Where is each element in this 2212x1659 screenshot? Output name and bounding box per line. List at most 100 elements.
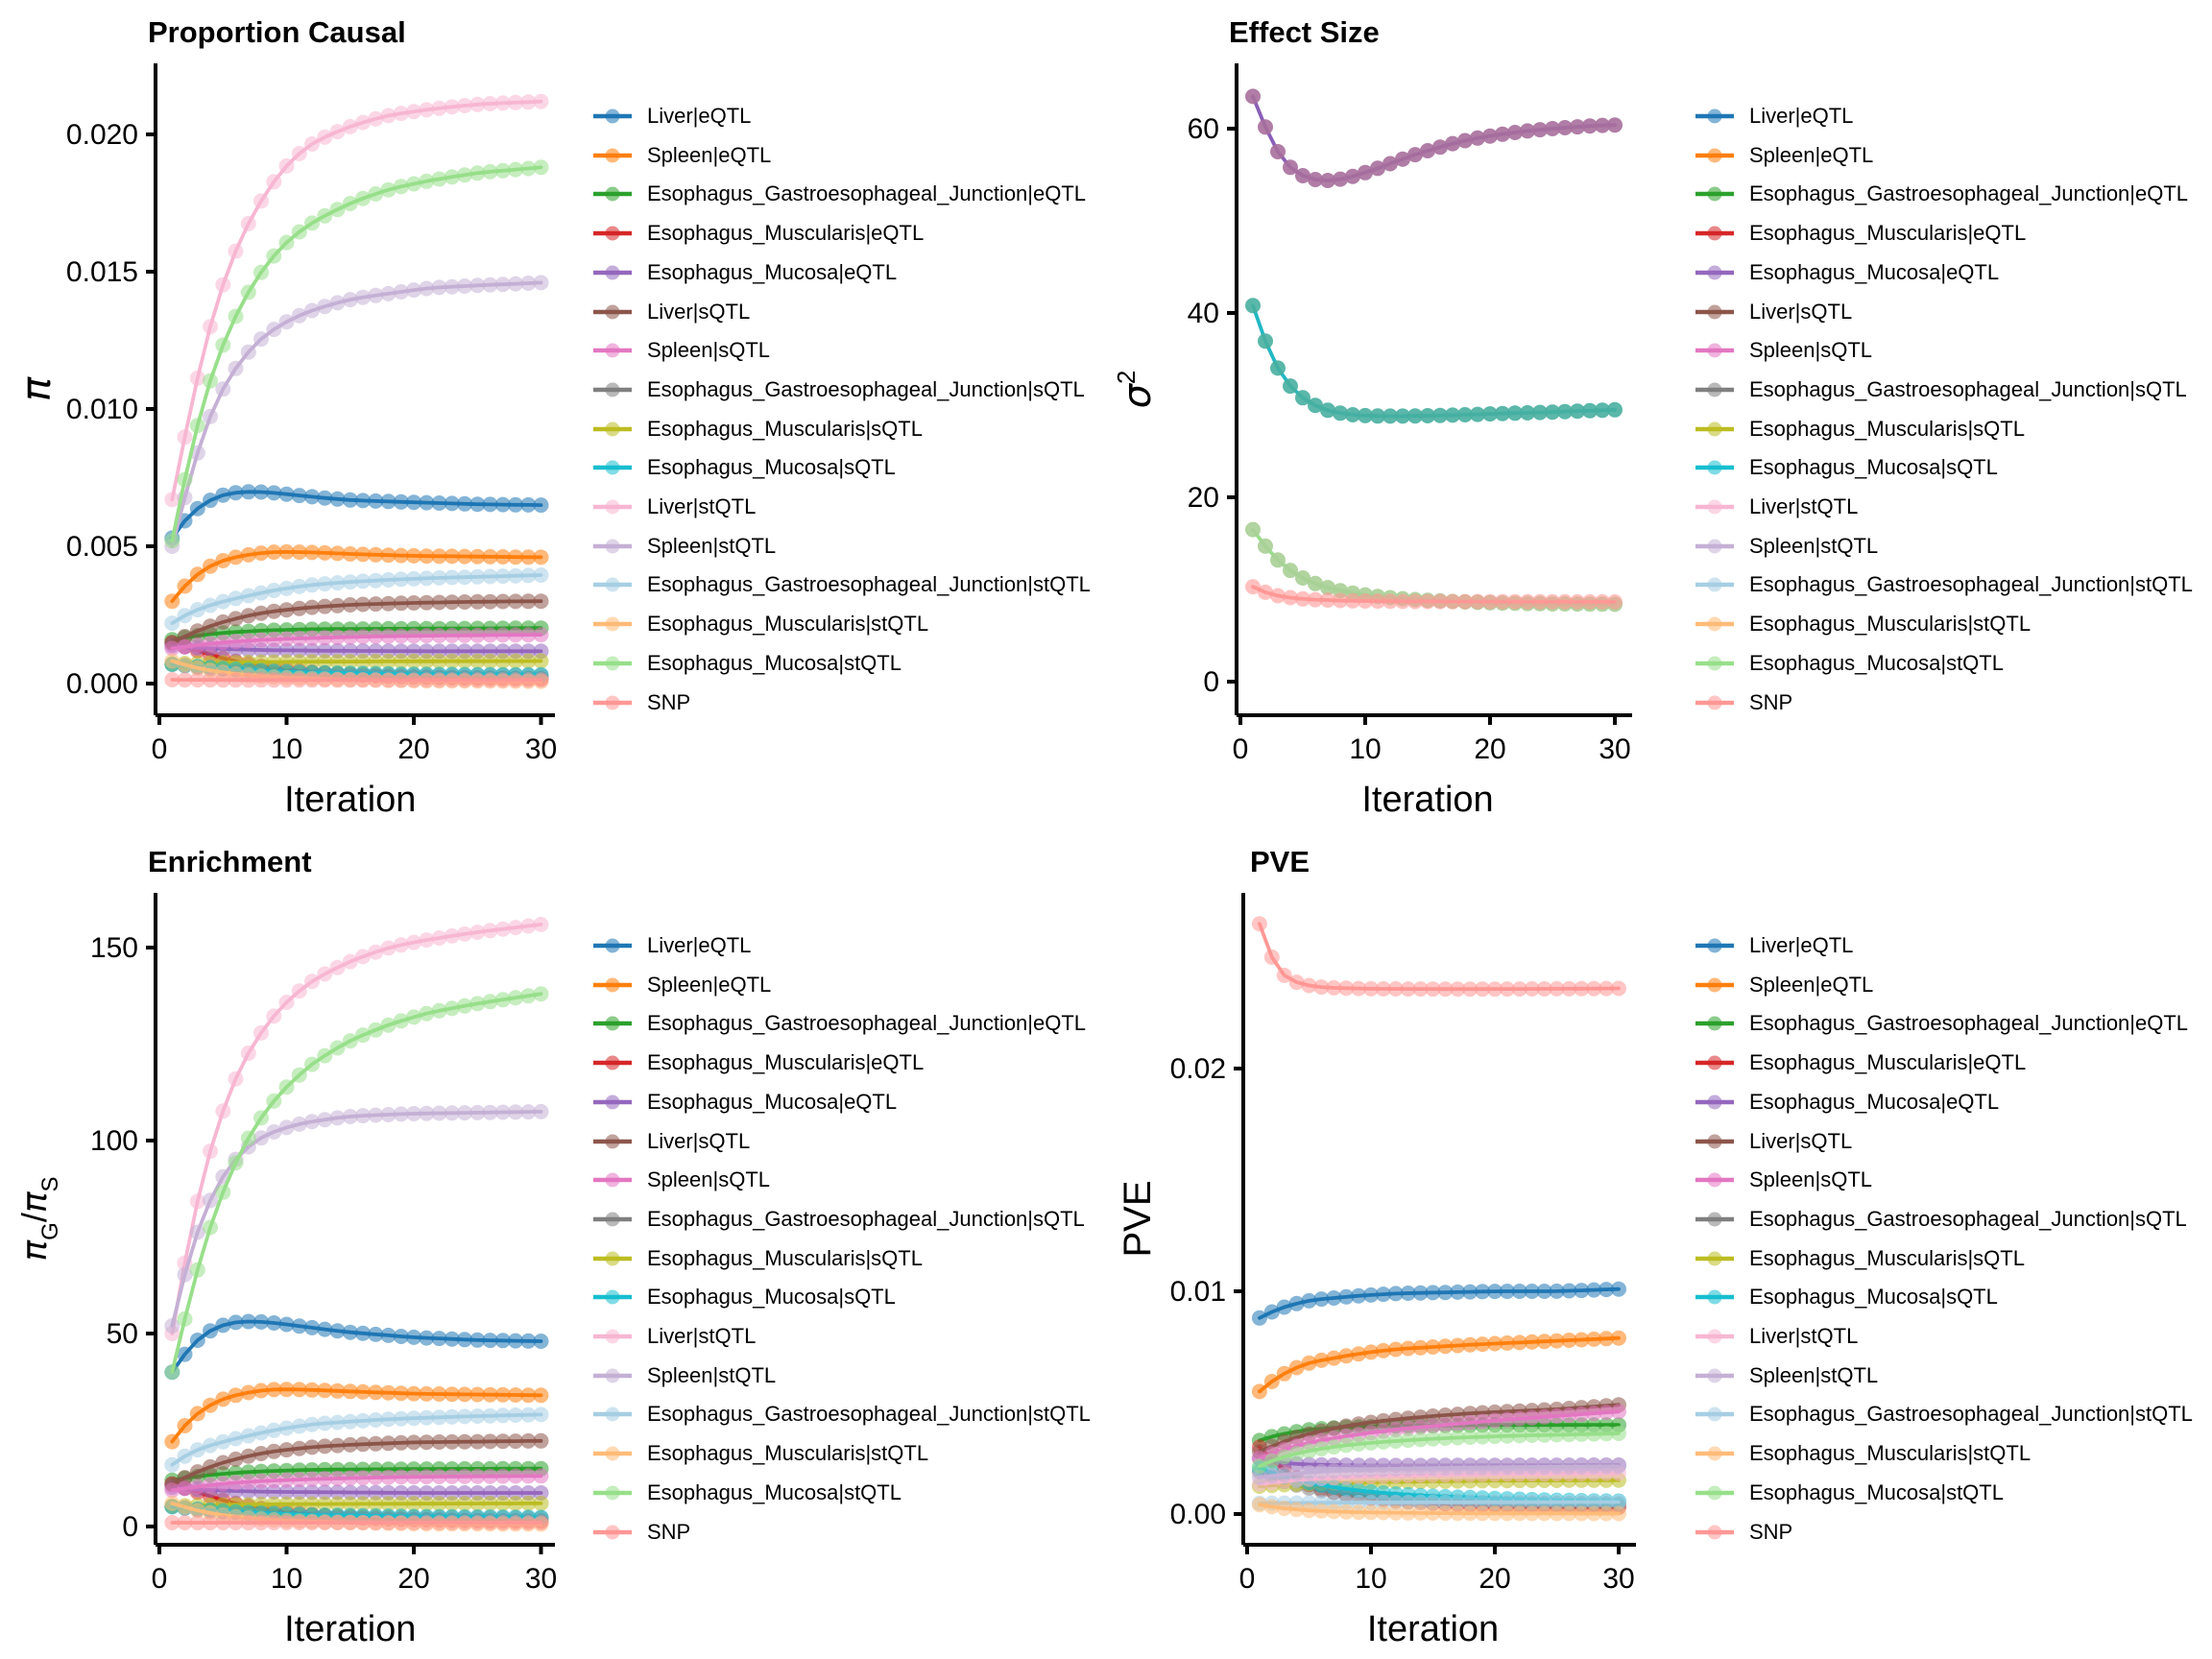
data-point [164, 653, 180, 669]
data-point [508, 1433, 523, 1450]
data-point [355, 596, 371, 613]
x-axis-label: Iteration [1367, 1609, 1499, 1649]
data-point [355, 643, 371, 659]
data-point [406, 1329, 421, 1345]
data-point [1295, 590, 1310, 607]
legend-item: Liver|stQTL [1694, 488, 1858, 526]
data-point [291, 1515, 307, 1530]
y-axis-tick-label: 60 [1188, 113, 1219, 145]
legend-swatch-icon [1695, 108, 1734, 124]
data-point [444, 653, 460, 669]
series-markers [1251, 1497, 1626, 1522]
x-axis-tick-label: 30 [525, 733, 557, 765]
data-point [431, 1331, 447, 1347]
data-point [368, 1515, 384, 1530]
data-point [317, 598, 333, 614]
data-point [1611, 1404, 1626, 1420]
legend-item: Liver|sQTL [591, 293, 750, 331]
legend-item-label: Esophagus_Mucosa|eQTL [1749, 259, 2000, 284]
data-point [317, 1382, 333, 1399]
data-point [380, 940, 397, 956]
legend-item: SNP [1694, 684, 1792, 722]
data-point [380, 1107, 397, 1122]
data-point [380, 108, 397, 124]
data-point [164, 533, 180, 549]
data-point [266, 174, 282, 190]
data-point [520, 1515, 537, 1530]
data-point [431, 594, 447, 611]
data-point [291, 578, 307, 594]
data-point [215, 337, 231, 353]
data-point [1607, 117, 1623, 133]
y-axis-tick-label: 0.00 [1170, 1499, 1226, 1530]
enrichment-chart-canvas: 0 50 100 150 0 10 20 30 Iteration πG/πS [14, 893, 557, 1649]
legend-swatch-icon [1695, 539, 1734, 554]
legend-item: Spleen|stQTL [1694, 1357, 1878, 1395]
data-point [317, 299, 333, 315]
data-point [1511, 1334, 1527, 1351]
data-point [278, 1515, 295, 1530]
series-line [170, 992, 543, 1375]
data-point [368, 944, 384, 960]
legend-swatch-icon [1695, 1251, 1734, 1266]
data-point [1586, 1426, 1602, 1442]
data-point [189, 1515, 205, 1530]
data-point [203, 408, 218, 424]
legend-item-label: Spleen|eQTL [647, 142, 772, 167]
data-point [380, 653, 397, 669]
data-point [1288, 1465, 1305, 1481]
y-axis-tick-label: 20 [1188, 482, 1219, 514]
data-point [1549, 1283, 1565, 1299]
y-axis-label: πG/πS [14, 1176, 63, 1261]
data-point [240, 1130, 256, 1146]
legend-item-label: Spleen|stQTL [647, 1362, 777, 1387]
legend-item-label: Esophagus_Mucosa|eQTL [647, 259, 898, 284]
series-line [170, 1109, 543, 1328]
legend-swatch-icon [1695, 616, 1734, 632]
data-point [520, 1468, 537, 1484]
data-point [240, 484, 256, 500]
data-point [1499, 1505, 1515, 1522]
data-point [1351, 1482, 1367, 1499]
data-point [215, 593, 231, 610]
legend-item: Esophagus_Muscularis|sQTL [1694, 410, 2025, 448]
data-point [1450, 1430, 1466, 1446]
data-point [1375, 1504, 1391, 1521]
legend-item: Esophagus_Mucosa|stQTL [1694, 1474, 2004, 1512]
data-point [482, 923, 498, 939]
data-point [1462, 981, 1479, 998]
data-point [520, 672, 537, 688]
data-point [1450, 1459, 1466, 1476]
data-point [469, 593, 486, 610]
y-axis-tick-label: 0.02 [1170, 1053, 1226, 1085]
data-point [419, 494, 435, 511]
data-point [1475, 981, 1491, 998]
data-point [266, 1483, 282, 1500]
data-point [1338, 1462, 1355, 1479]
legend-item-label: Esophagus_Gastroesophageal_Junction|eQTL [1749, 1011, 2189, 1036]
data-point [1499, 1459, 1515, 1476]
legend-item-label: Spleen|sQTL [647, 338, 771, 363]
legend-item-label: Spleen|stQTL [647, 533, 777, 558]
legend-item: Spleen|stQTL [591, 1357, 776, 1395]
data-point [1363, 980, 1379, 997]
data-point [380, 493, 397, 510]
data-point [1345, 407, 1360, 422]
data-point [469, 1496, 486, 1512]
data-point [278, 486, 295, 502]
data-point [1536, 1284, 1552, 1299]
legend-item: Spleen|eQTL [591, 136, 771, 175]
data-point [215, 1391, 231, 1407]
data-point [266, 1473, 282, 1489]
data-point [203, 558, 218, 574]
data-point [380, 1017, 397, 1033]
data-point [266, 1008, 282, 1024]
data-point [1258, 584, 1273, 600]
data-point [253, 1382, 269, 1399]
data-point [419, 1330, 435, 1346]
data-point [291, 544, 307, 561]
data-point [508, 1104, 523, 1120]
legend-item-label: Esophagus_Mucosa|stQTL [1749, 650, 2004, 675]
data-point [177, 608, 193, 624]
data-point [215, 1184, 231, 1200]
